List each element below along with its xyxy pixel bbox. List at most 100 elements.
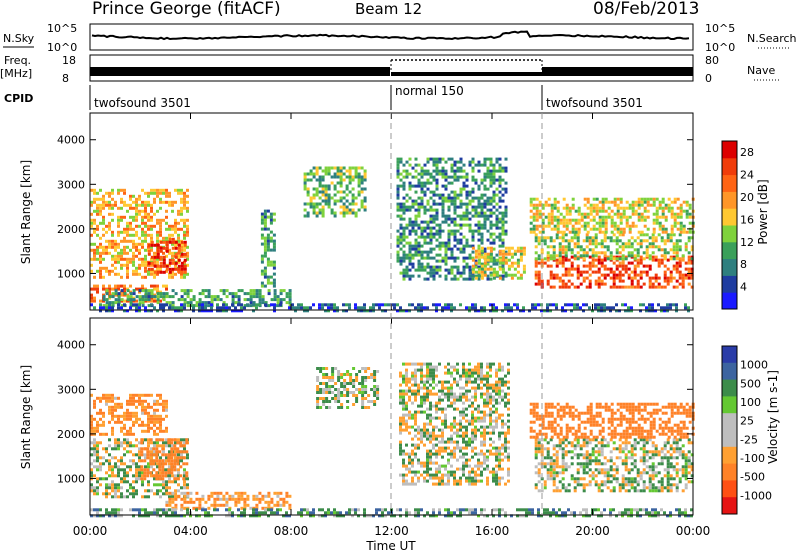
data-cell — [435, 259, 439, 263]
data-cell — [627, 273, 631, 277]
data-cell — [600, 306, 603, 310]
data-cell — [456, 229, 460, 233]
data-cell — [462, 244, 466, 248]
data-cell — [147, 402, 150, 406]
data-cell — [105, 301, 109, 305]
data-cell — [546, 264, 550, 268]
data-cell — [585, 270, 589, 274]
data-cell — [447, 217, 451, 221]
data-cell — [180, 197, 183, 201]
data-cell — [96, 456, 99, 460]
data-cell — [679, 224, 683, 228]
data-cell — [225, 503, 229, 507]
data-cell — [669, 248, 673, 252]
data-cell — [471, 413, 474, 417]
data-cell — [231, 303, 234, 307]
data-cell — [675, 279, 679, 283]
data-cell — [168, 462, 171, 466]
data-cell — [96, 465, 99, 469]
data-cell — [462, 247, 466, 251]
data-cell — [465, 464, 468, 468]
data-cell — [411, 383, 414, 387]
data-cell — [348, 202, 352, 206]
data-cell — [405, 428, 408, 432]
data-cell — [408, 452, 411, 456]
data-cell — [90, 242, 93, 246]
data-cell — [426, 455, 429, 459]
data-cell — [585, 245, 589, 249]
data-cell — [420, 431, 423, 435]
data-cell — [414, 422, 417, 426]
data-cell — [666, 303, 669, 307]
data-cell — [147, 483, 150, 487]
data-cell — [435, 309, 438, 313]
data-cell — [414, 371, 417, 375]
data-cell — [108, 411, 111, 415]
data-cell — [363, 303, 366, 307]
data-cell — [189, 491, 193, 495]
data-cell — [402, 271, 406, 275]
data-cell — [429, 205, 433, 209]
data-cell — [108, 227, 111, 231]
data-cell — [468, 368, 471, 372]
data-cell — [468, 458, 471, 462]
data-cell — [558, 257, 562, 261]
data-cell — [618, 270, 622, 274]
data-cell — [414, 416, 417, 420]
data-cell — [447, 479, 450, 483]
data-cell — [414, 202, 418, 206]
data-cell — [522, 267, 526, 271]
data-cell — [664, 203, 668, 207]
data-cell — [373, 403, 377, 406]
data-cell — [93, 465, 96, 469]
data-cell — [556, 200, 560, 204]
data-cell — [471, 422, 474, 426]
data-cell — [639, 245, 643, 249]
data-cell — [141, 218, 144, 222]
data-cell — [408, 196, 412, 200]
data-cell — [174, 218, 177, 222]
data-cell — [627, 239, 631, 243]
data-cell — [618, 309, 621, 313]
data-cell — [468, 223, 472, 227]
data-cell — [471, 270, 475, 274]
data-cell — [120, 263, 123, 267]
data-cell — [234, 295, 238, 299]
data-cell — [459, 226, 463, 230]
data-cell — [111, 408, 114, 412]
data-cell — [180, 272, 183, 276]
data-cell — [150, 236, 153, 240]
data-cell — [171, 275, 174, 279]
data-cell — [117, 188, 120, 192]
data-cell — [618, 279, 622, 283]
data-cell — [547, 218, 551, 222]
data-cell — [111, 483, 114, 487]
data-cell — [141, 260, 144, 264]
data-cell — [610, 224, 614, 228]
data-cell — [183, 194, 186, 198]
data-cell — [432, 368, 435, 372]
data-cell — [432, 377, 435, 381]
data-cell — [429, 374, 432, 378]
data-cell — [399, 241, 403, 245]
data-cell — [432, 175, 436, 179]
data-cell — [657, 245, 661, 249]
data-cell — [640, 212, 644, 216]
data-cell — [260, 227, 264, 231]
data-cell — [483, 157, 487, 161]
data-cell — [240, 303, 243, 307]
data-cell — [444, 175, 448, 179]
data-cell — [447, 303, 450, 307]
data-cell — [447, 473, 450, 477]
data-cell — [471, 166, 475, 170]
data-cell — [143, 474, 147, 478]
data-cell — [522, 249, 526, 253]
data-cell — [687, 306, 690, 310]
data-cell — [567, 285, 571, 289]
data-cell — [361, 397, 365, 400]
data-cell — [346, 388, 350, 391]
data-cell — [612, 285, 616, 289]
data-cell — [471, 479, 474, 483]
data-cell — [468, 476, 471, 480]
data-cell — [429, 247, 433, 251]
